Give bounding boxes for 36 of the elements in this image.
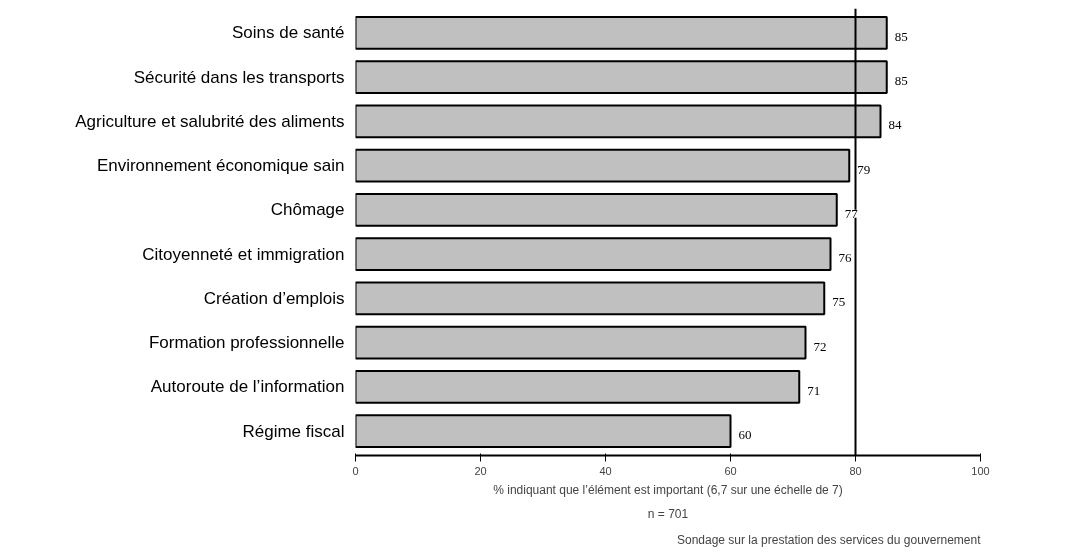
data-label: 77 [844,205,859,221]
bar [355,192,838,227]
y-tick-label: Environnement économique sain [96,156,345,176]
x-tick-label: 0 [352,464,359,477]
data-label: 72 [813,338,827,354]
y-tick-label: Création d’emplois [203,288,345,308]
x-axis-title: % indiquant que l’élément est important (6,7 sur une échelle de 7) [493,482,843,497]
data-label: 85 [894,28,908,44]
y-tick-label: Chômage [270,200,345,220]
data-label: 71 [807,382,821,398]
data-label: 76 [838,250,852,266]
bar [355,369,801,404]
y-tick-label: Formation professionnelle [148,333,345,353]
data-label: 85 [894,73,908,89]
bar [355,281,826,316]
bar [355,148,851,183]
text: Sondage sur la prestation des services du gouvernement [676,532,982,547]
data-label: 84 [888,117,902,133]
bar [355,237,832,272]
y-tick-label: Citoyenneté et immigration [142,244,345,264]
data-label: 79 [857,161,871,177]
data-label: 60 [738,427,752,443]
y-tick-label: Régime fiscal [242,421,345,441]
x-tick-label: 40 [599,464,612,477]
bar [355,325,807,360]
text: n = 701 [647,506,689,521]
data-label: 75 [832,294,846,310]
y-tick-label: Autoroute de l’information [150,377,345,397]
bar [355,414,732,449]
y-tick-label: Soins de santé [232,23,345,43]
y-tick-label: Agriculture et salubrité des aliments [75,111,345,131]
x-tick-label: 60 [724,464,737,477]
x-tick-label: 80 [849,464,862,477]
y-tick-label: Sécurité dans les transports [133,67,345,87]
x-tick-label: 20 [474,464,487,477]
x-tick-label: 100 [971,464,990,477]
